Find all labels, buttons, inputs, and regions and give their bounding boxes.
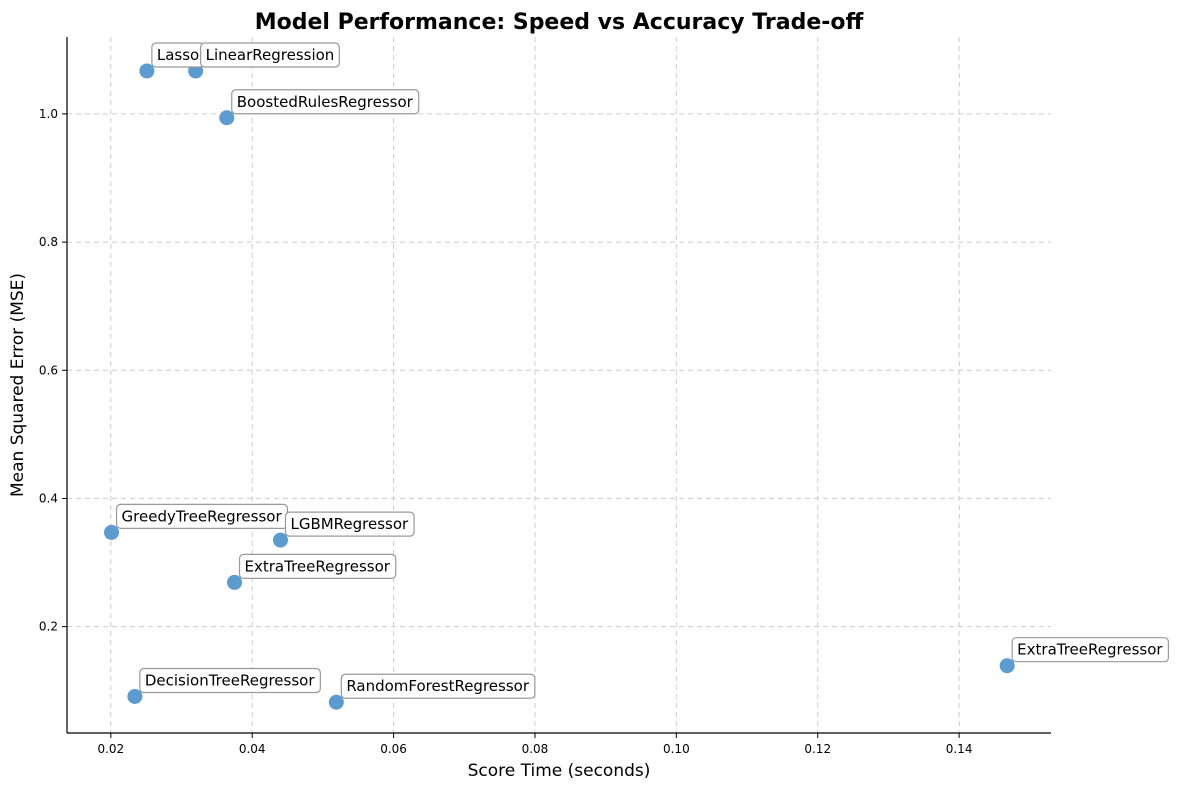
- data-point: [219, 110, 235, 126]
- point-annotation: ExtraTreeRegressor: [238, 553, 397, 579]
- annotation-box: [139, 667, 321, 694]
- y-tick-label: 0.4: [39, 491, 58, 505]
- data-point: [999, 658, 1015, 674]
- point-annotation: Lasso: [151, 42, 205, 68]
- x-tick-label: 0.06: [380, 742, 407, 756]
- point-annotation: BoostedRulesRegressor: [231, 89, 420, 115]
- data-point: [127, 688, 143, 704]
- point-label: LinearRegression: [206, 46, 335, 64]
- data-point: [227, 574, 243, 590]
- chart-title: Model Performance: Speed vs Accuracy Tra…: [255, 10, 865, 35]
- point-label: Lasso: [157, 46, 199, 64]
- data-point: [328, 694, 344, 710]
- points-layer: [104, 63, 1015, 710]
- y-tick-label: 1.0: [39, 107, 58, 121]
- x-tick-label: 0.02: [97, 742, 124, 756]
- y-axis-label: Mean Squared Error (MSE): [8, 273, 28, 497]
- point-label: BoostedRulesRegressor: [237, 93, 414, 111]
- data-point: [139, 63, 155, 79]
- point-label: RandomForestRegressor: [346, 677, 530, 695]
- point-annotation: LinearRegression: [200, 42, 340, 68]
- grid-layer: [67, 37, 1051, 733]
- data-point: [272, 532, 288, 548]
- annotation-box: [284, 511, 415, 537]
- point-label: ExtraTreeRegressor: [1017, 641, 1163, 659]
- y-tick-label: 0.2: [39, 620, 58, 634]
- annotation-box: [200, 42, 340, 68]
- annotation-box: [340, 673, 536, 699]
- annotation-box: [231, 89, 420, 115]
- y-tick-label: 0.6: [39, 363, 58, 377]
- x-tick-label: 0.04: [239, 742, 266, 756]
- point-annotation: RandomForestRegressor: [340, 673, 536, 699]
- point-annotation: DecisionTreeRegressor: [139, 667, 321, 694]
- annotation-box: [238, 553, 397, 579]
- point-label: ExtraTreeRegressor: [245, 557, 391, 575]
- annotation-box: [1011, 637, 1169, 663]
- point-label: DecisionTreeRegressor: [145, 671, 315, 689]
- x-tick-label: 0.08: [522, 742, 549, 756]
- point-annotation: ExtraTreeRegressor: [1011, 637, 1169, 663]
- data-point: [104, 524, 120, 540]
- point-annotation: GreedyTreeRegressor: [115, 503, 289, 530]
- point-label: GreedyTreeRegressor: [122, 507, 283, 525]
- x-tick-label: 0.10: [663, 742, 690, 756]
- x-tick-label: 0.14: [946, 742, 973, 756]
- y-tick-label: 0.8: [39, 235, 58, 249]
- point-annotation: LGBMRegressor: [284, 511, 415, 537]
- axes-layer: 0.02 0.04 0.06 0.08 0.10 0.12 0.14 0.2 0.4 0.6 0.8…: [39, 37, 1051, 756]
- labels-layer: Lasso LinearRegression BoostedRulesRegress…: [115, 42, 1169, 699]
- point-label: LGBMRegressor: [290, 515, 409, 533]
- x-tick-label: 0.12: [804, 742, 831, 756]
- x-axis-label: Score Time (seconds): [468, 761, 651, 781]
